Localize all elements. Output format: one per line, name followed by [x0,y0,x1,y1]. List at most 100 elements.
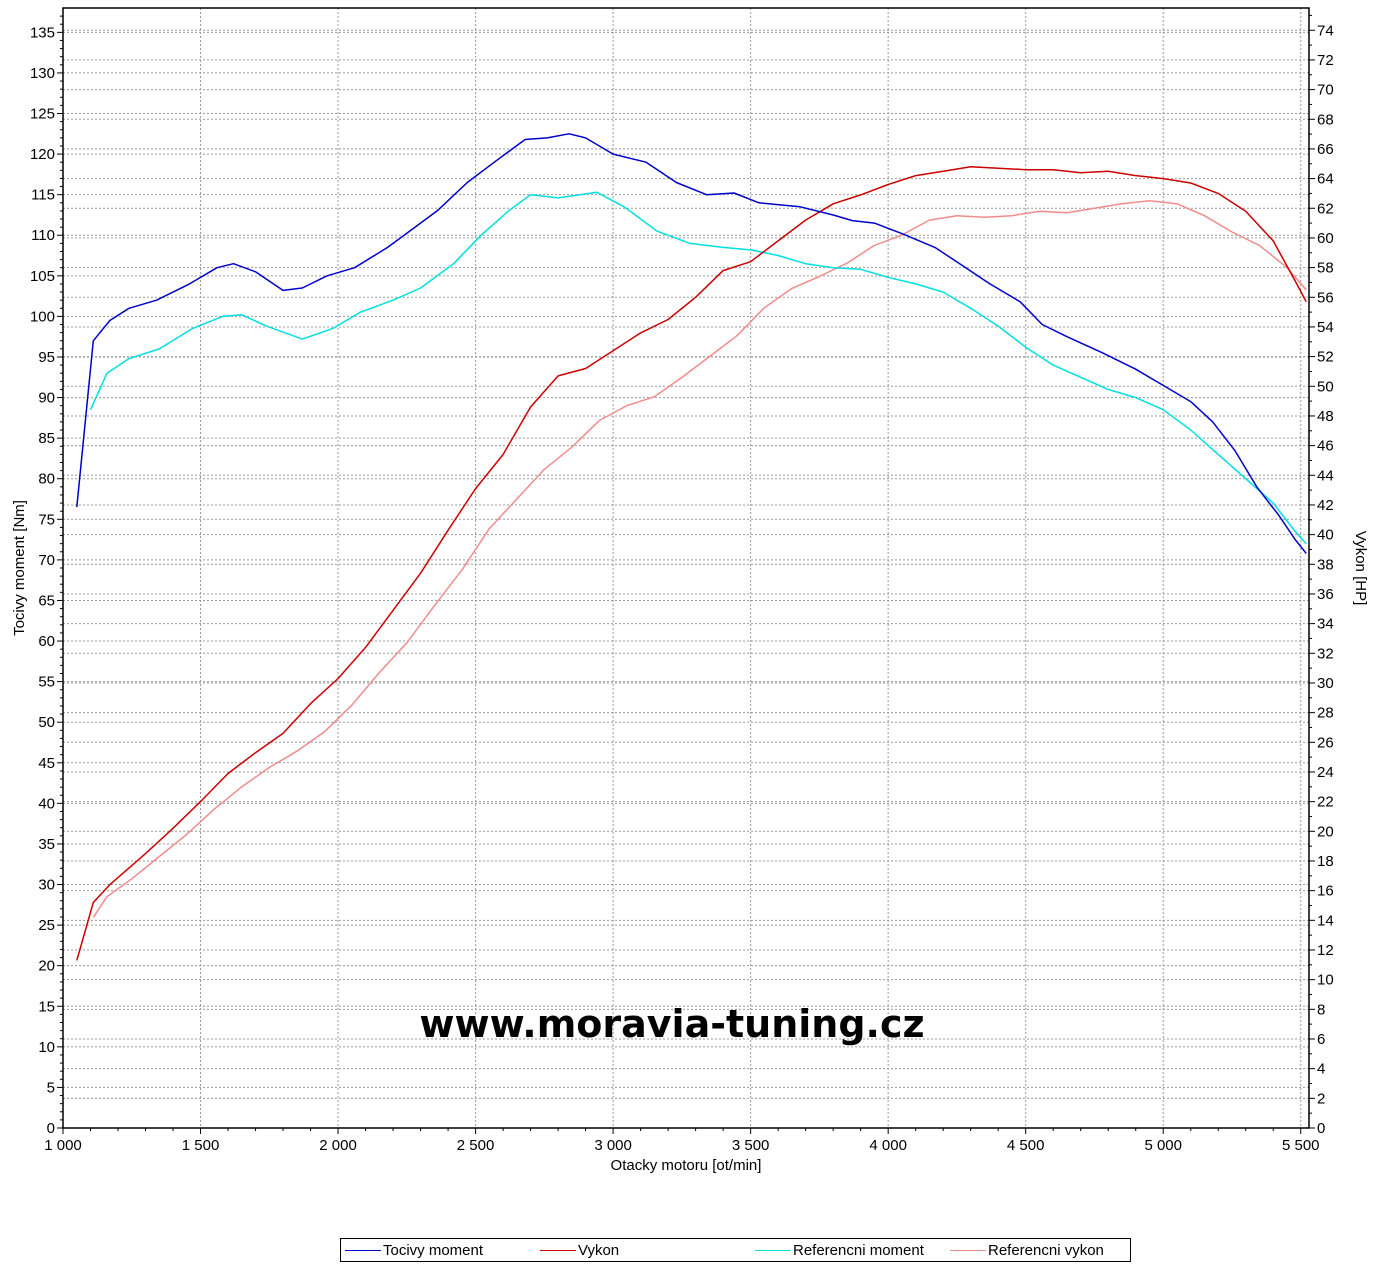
y-right-tick-label: 20 [1317,823,1334,840]
y-right-tick-label: 42 [1317,497,1334,514]
y-right-tick-label: 32 [1317,645,1334,662]
y-axis-right-title: Vykon [HP] [1352,531,1369,605]
series-line-tocivy-moment [76,133,1307,554]
y-right-tick-label: 40 [1317,527,1334,544]
grid-lines [63,8,1309,1128]
y-right-tick-label: 56 [1317,289,1334,306]
y-right-tick-label: 74 [1317,22,1334,39]
y-left-tick-label: 90 [38,390,55,407]
y-left-tick-label: 130 [30,65,55,82]
y-left-tick-label: 115 [31,187,55,204]
x-tick-label: 1 500 [182,1137,220,1154]
y-right-tick-label: 10 [1317,972,1334,989]
legend-label: Referencni moment [793,1241,924,1259]
legend-item: Referencni moment [755,1239,924,1261]
y-left-tick-label: 30 [38,877,55,894]
x-axis-title: Otacky motoru [ot/min] [611,1157,762,1174]
y-right-tick-label: 36 [1317,586,1334,603]
y-right-tick-label: 12 [1317,942,1334,959]
y-left-tick-label: 125 [30,106,55,123]
y-right-tick-label: 50 [1317,378,1334,395]
y-right-tick-label: 16 [1317,883,1334,900]
series-layer [76,133,1307,961]
y-left-tick-label: 105 [30,268,55,285]
x-tick-label: 1 000 [44,1137,82,1154]
y-left-tick-label: 65 [38,592,55,609]
y-left-tick-label: 70 [38,552,55,569]
plot-area-frame [62,7,1310,1129]
legend-label: Tocivy moment [383,1241,484,1259]
y-right-tick-label: 0 [1317,1120,1325,1137]
y-left-tick-label: 95 [38,349,55,366]
legend-item: Vykon [540,1239,619,1261]
x-tick-label: 3 500 [732,1137,770,1154]
y-right-tick-label: 52 [1317,349,1334,366]
legend-label: Vykon [578,1241,620,1259]
y-right-tick-label: 18 [1317,853,1334,870]
y-right-tick-label: 62 [1317,200,1334,217]
y-right-tick-label: 68 [1317,111,1334,128]
y-left-tick-label: 10 [38,1039,55,1056]
y-right-tick-label: 44 [1317,467,1334,484]
y-left-tick-label: 25 [38,917,55,934]
y-left-tick-label: 15 [38,998,55,1015]
y-right-tick-label: 48 [1317,408,1334,425]
y-right-tick-label: 38 [1317,556,1334,573]
bottom-axis: 1 000 1 500 2 000 2 500 3 000 3 500 4 000 4 500… [44,1128,1320,1154]
right-axis: 0246810121416182022242628303234363840424… [1309,14,1334,1137]
y-right-tick-label: 34 [1317,616,1334,633]
y-left-tick-label: 40 [38,795,55,812]
legend: Tocivy moment Vykon Referencni moment Refer… [340,1238,1131,1262]
y-left-tick-label: 60 [38,633,55,650]
y-left-tick-label: 120 [30,146,55,163]
y-left-tick-label: 0 [47,1120,55,1137]
x-tick-label: 2 500 [457,1137,495,1154]
series-line-referencni-vykon [92,200,1307,918]
x-tick-label: 5 000 [1144,1137,1182,1154]
y-right-tick-label: 58 [1317,260,1334,277]
y-left-tick-label: 45 [38,755,55,772]
y-right-tick-label: 4 [1317,1061,1325,1078]
x-tick-label: 4 000 [869,1137,907,1154]
y-left-tick-label: 55 [38,674,55,691]
left-axis: 0 5 10 15 20 25 30 35 40 45 50 55 60 65 70 75 80 85 90 95 10… [30,15,63,1137]
y-right-tick-label: 70 [1317,82,1334,99]
legend-item: Tocivy moment [345,1239,483,1261]
y-right-tick-label: 30 [1317,675,1334,692]
y-right-tick-label: 72 [1317,52,1334,69]
y-left-tick-label: 80 [38,471,55,488]
y-left-tick-label: 110 [31,227,55,244]
legend-swatch [540,1249,576,1251]
y-right-tick-label: 60 [1317,230,1334,247]
legend-label: Referencni vykon [988,1241,1104,1259]
y-left-tick-label: 100 [30,308,55,325]
y-left-tick-label: 85 [38,430,55,447]
y-left-tick-label: 35 [38,836,55,853]
y-right-tick-label: 66 [1317,141,1334,158]
y-right-tick-label: 54 [1317,319,1334,336]
y-left-tick-label: 135 [30,24,55,41]
y-left-tick-label: 75 [38,511,55,528]
y-right-tick-label: 46 [1317,438,1334,455]
y-right-tick-label: 14 [1317,912,1334,929]
y-axis-left-title: Tocivy moment [Nm] [11,500,28,636]
watermark-text: www.moravia-tuning.cz [419,1002,924,1046]
x-tick-label: 4 500 [1007,1137,1045,1154]
legend-swatch [345,1249,381,1251]
y-left-tick-label: 50 [38,714,55,731]
legend-item: Referencni vykon [950,1239,1104,1261]
y-right-tick-label: 28 [1317,705,1334,722]
x-tick-label: 5 500 [1282,1137,1320,1154]
y-right-tick-label: 26 [1317,734,1334,751]
y-right-tick-label: 6 [1317,1031,1325,1048]
legend-swatch [755,1249,791,1251]
series-line-vykon [76,165,1307,961]
x-tick-label: 3 000 [594,1137,632,1154]
legend-swatch [950,1249,986,1251]
y-right-tick-label: 2 [1317,1090,1325,1107]
x-tick-label: 2 000 [319,1137,357,1154]
y-right-tick-label: 8 [1317,1001,1325,1018]
series-line-referencni-moment [89,191,1307,545]
y-right-tick-label: 64 [1317,171,1334,188]
